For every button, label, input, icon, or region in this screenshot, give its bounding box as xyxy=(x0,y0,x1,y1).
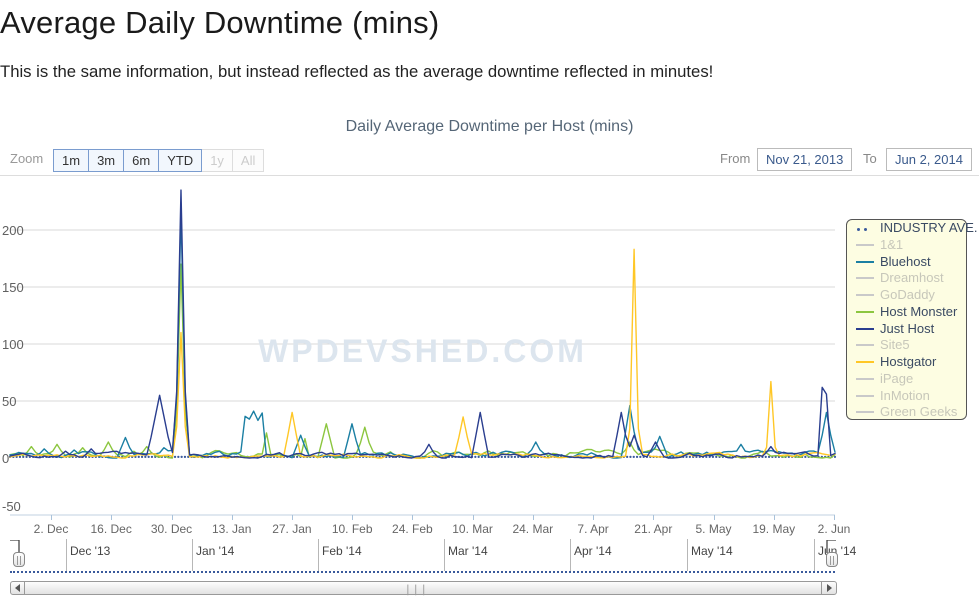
svg-text:150: 150 xyxy=(2,280,24,295)
svg-text:50: 50 xyxy=(2,394,16,409)
svg-text:200: 200 xyxy=(2,223,24,238)
svg-text:WPDEVSHED.COM: WPDEVSHED.COM xyxy=(258,333,587,369)
svg-text:-50: -50 xyxy=(2,499,21,514)
svg-text:100: 100 xyxy=(2,337,24,352)
svg-text:0: 0 xyxy=(2,451,9,466)
